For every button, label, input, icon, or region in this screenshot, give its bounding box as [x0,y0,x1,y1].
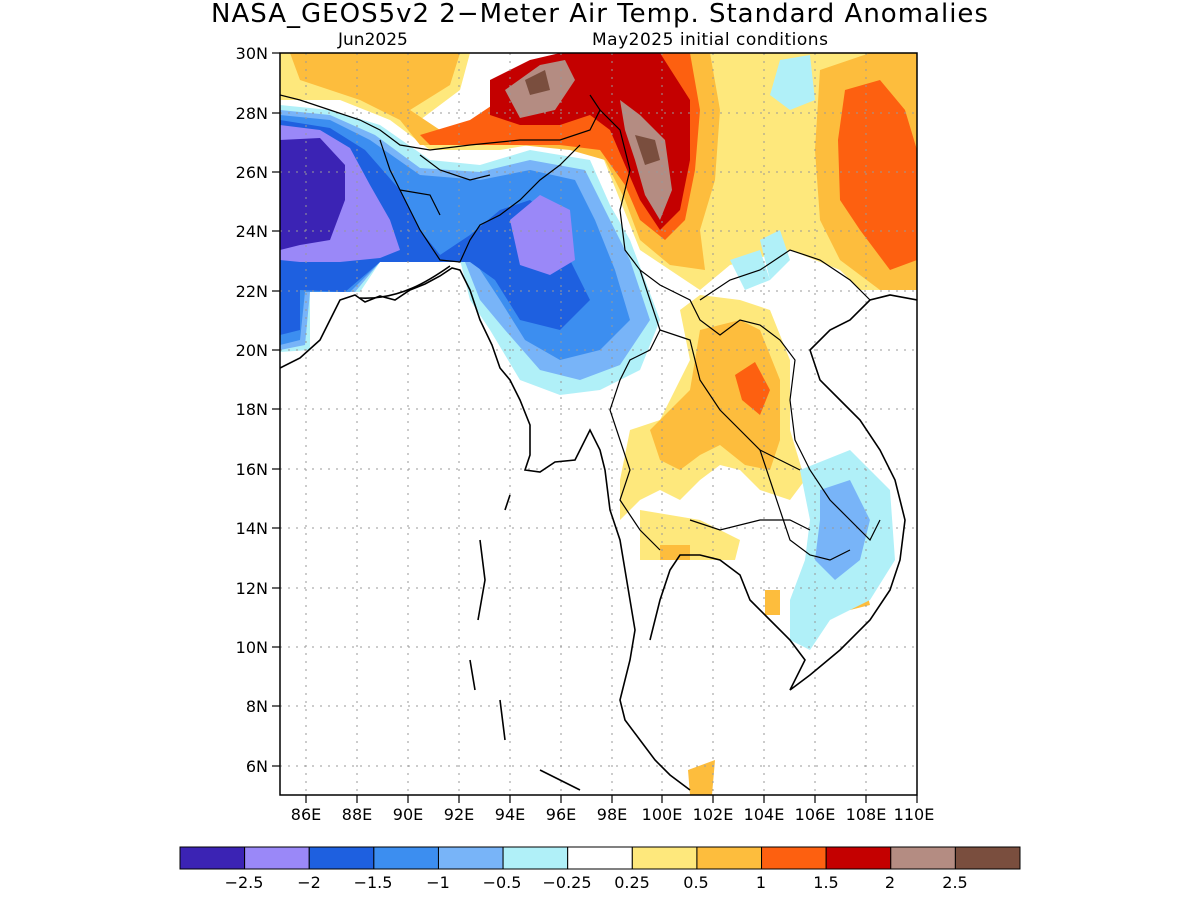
lon-tick-label: 106E [795,805,836,824]
colorbar-label: −1.5 [354,873,393,892]
forecast-month-label: Jun2025 [338,30,408,50]
colorbar-swatch [437,846,504,870]
colorbar-label: 1 [756,873,766,892]
lon-tick-label: 98E [597,805,627,824]
anomaly-region-warm-05 [280,53,917,290]
colorbar-swatch [244,846,310,870]
lon-tick-label: 100E [642,805,683,824]
colorbar-label: −1 [426,873,450,892]
chart-title: NASA_GEOS5v2 2−Meter Air Temp. Standard … [211,0,989,29]
colorbar [179,846,1021,870]
anomaly-region-east-cool-mid [815,480,870,580]
lat-tick-label: 16N [236,460,268,479]
lat-tick-label: 18N [236,400,268,419]
lat-tick-label: 6N [246,757,268,776]
country-borders [280,94,881,561]
lat-tick-label: 8N [246,697,268,716]
lon-tick-label: 92E [444,805,474,824]
lat-tick-labels: 6N 8N 10N 12N 14N 16N 18N 20N 22N 24N 26… [236,44,268,776]
lat-tick-label: 12N [236,579,268,598]
colorbar-label: −2 [297,873,321,892]
lon-tick-label: 104E [744,805,785,824]
colorbar-label: 0.5 [683,873,708,892]
lat-tick-label: 14N [236,519,268,538]
lat-tick-label: 22N [236,282,268,301]
colorbar-swatch [761,846,827,870]
colorbar-swatch [179,846,246,870]
lon-tick-label: 108E [846,805,887,824]
colorbar-label: −2.5 [225,873,264,892]
anomaly-region-indochina-warm-15 [735,362,770,415]
axis-ticks [272,52,918,803]
colorbar-swatch [373,846,439,870]
lon-tick-label: 86E [291,805,321,824]
lat-tick-label: 26N [236,163,268,182]
colorbar-label: −0.25 [542,873,591,892]
anomaly-region-warm-3 [525,70,660,165]
colorbar-labels: −2.5 −2 −1.5 −1 −0.5 −0.25 0.25 0.5 1 1.… [225,873,968,892]
anomaly-region-warm-25 [505,60,672,220]
lon-tick-labels: 86E 88E 90E 92E 94E 96E 98E 100E 102E 10… [291,805,935,824]
colorbar-swatch [696,846,763,870]
colorbar-label: 1.5 [813,873,838,892]
colorbar-label: 2 [885,873,895,892]
lat-tick-label: 20N [236,341,268,360]
initial-conditions-label: May2025 initial conditions [592,30,829,50]
anomaly-field [280,53,917,795]
lon-tick-label: 102E [693,805,734,824]
colorbar-label: 0.25 [614,873,650,892]
colorbar-swatch [631,846,698,870]
colorbar-swatch [825,846,892,870]
lat-tick-label: 10N [236,638,268,657]
colorbar-label: 2.5 [942,873,967,892]
anomaly-region-cold-2 [280,125,575,275]
lon-tick-label: 96E [546,805,576,824]
lat-tick-label: 24N [236,222,268,241]
colorbar-swatch [308,846,375,870]
coastlines [280,265,917,791]
lon-tick-label: 110E [894,805,935,824]
lon-tick-label: 90E [393,805,423,824]
map-frame [279,52,918,796]
lon-tick-label: 88E [342,805,372,824]
colorbar-swatch [502,846,569,870]
colorbar-swatch [567,846,633,870]
anomaly-region-cold-25 [280,138,345,250]
colorbar-swatch [890,846,956,870]
colorbar-swatch [954,846,1021,870]
lon-tick-label: 94E [495,805,525,824]
lat-tick-label: 28N [236,104,268,123]
colorbar-label: −0.5 [483,873,522,892]
lat-tick-label: 30N [236,44,268,63]
